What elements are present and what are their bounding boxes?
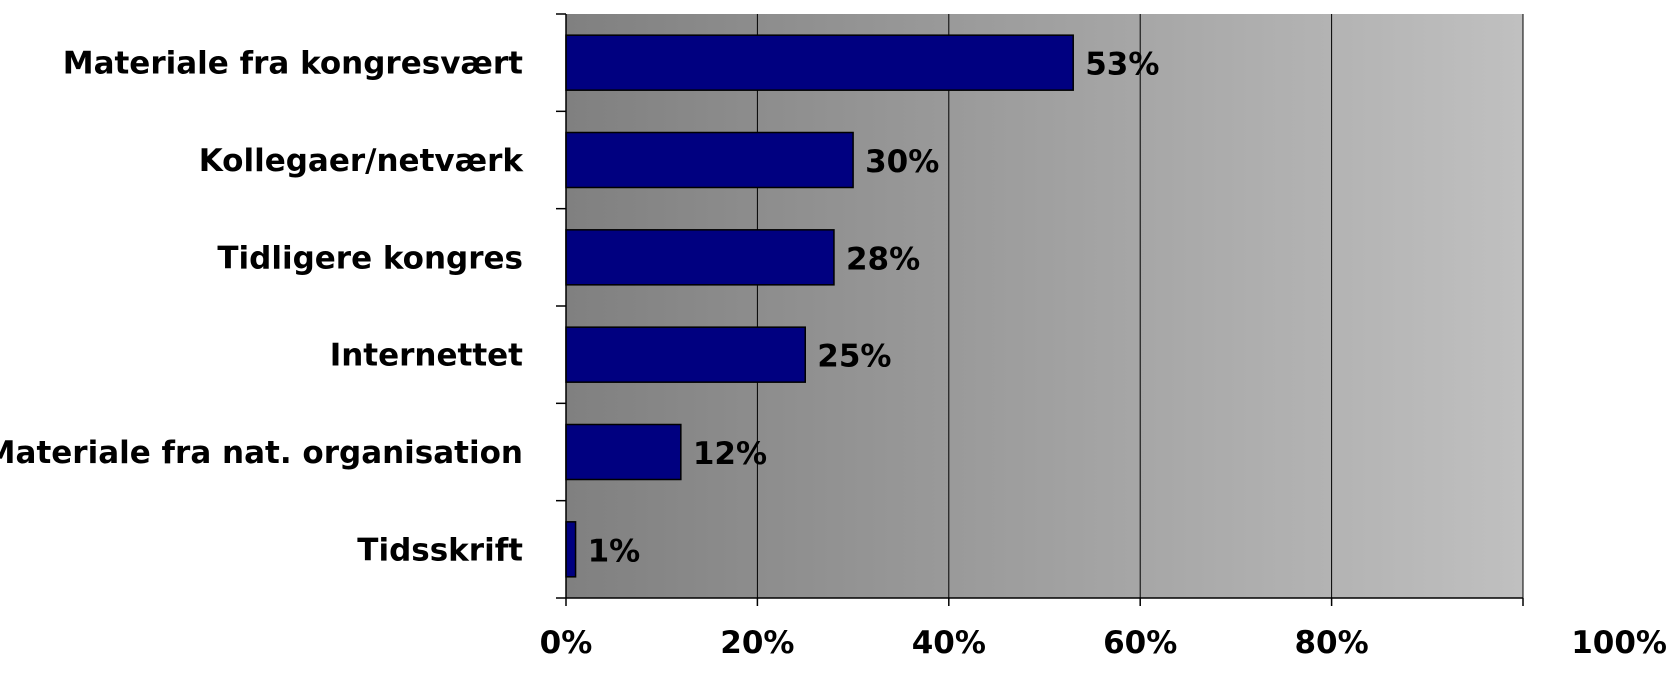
x-tick-label-80pct: 80% [1294,625,1368,661]
category-label-6: Tidsskrift [357,532,523,568]
bar-3 [565,229,835,286]
gridlines [756,14,1524,598]
data-label-3: 28% [846,241,920,277]
x-tick-label-20pct: 20% [720,625,794,661]
bar-2 [565,131,854,189]
data-labels: 53% 30% 28% 25% 12% 1% [588,47,1160,570]
axes [556,13,1524,606]
bar-1 [565,34,1074,91]
x-tick-label-0pct: 0% [540,625,593,661]
category-axis-labels: Materiale fra kongresvært Kollegaer/netvæ… [0,46,524,569]
x-tick-label-100pct: 100% [1571,625,1667,661]
category-label-2: Kollegaer/netværk [199,143,525,179]
data-label-1: 53% [1085,47,1159,83]
data-label-4: 25% [817,339,891,375]
value-axis-tick-labels: 0% 20% 40% 60% 80% 100% [540,625,1667,661]
bar-4 [565,326,806,383]
data-label-6: 1% [588,533,641,569]
category-label-3: Tidligere kongres [217,240,523,276]
bar-6 [565,521,577,578]
category-label-5: Materiale fra nat. organisation [0,435,523,471]
category-label-4: Internettet [330,338,523,374]
plot-area [566,14,1523,598]
bar-5 [565,423,682,481]
data-label-2: 30% [865,144,939,180]
x-tick-label-60pct: 60% [1103,625,1177,661]
x-tick-label-40pct: 40% [912,625,986,661]
category-label-1: Materiale fra kongresvært [63,46,523,82]
data-label-5: 12% [693,436,767,472]
